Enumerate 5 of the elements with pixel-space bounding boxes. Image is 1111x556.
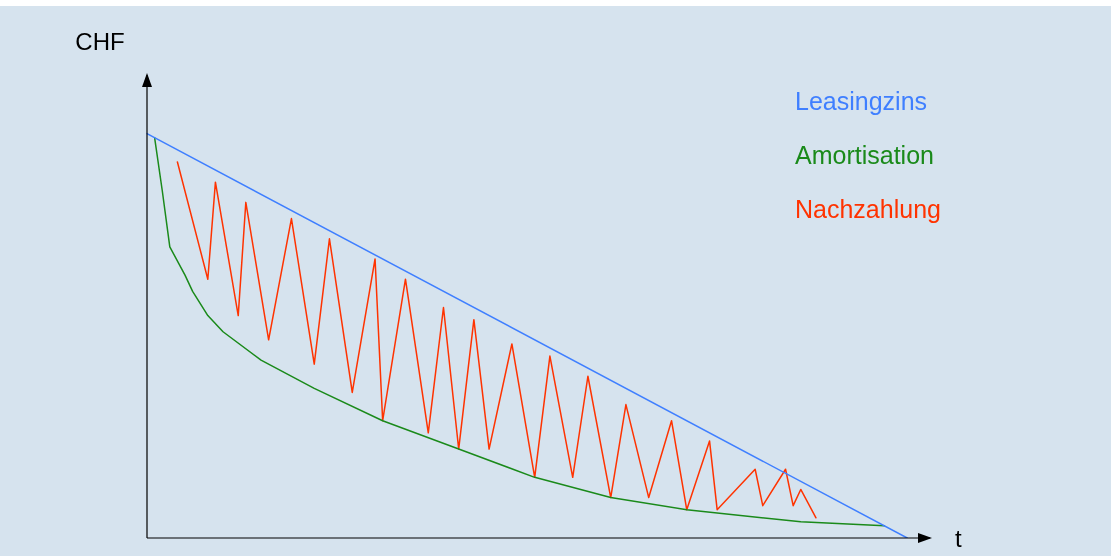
y-axis-title: CHF: [75, 27, 125, 55]
text: Leasingzins: [795, 86, 928, 115]
text: Nachzahlung: [795, 194, 941, 223]
text: Amortisation: [795, 140, 934, 169]
x-axis-title: t: [955, 524, 962, 552]
